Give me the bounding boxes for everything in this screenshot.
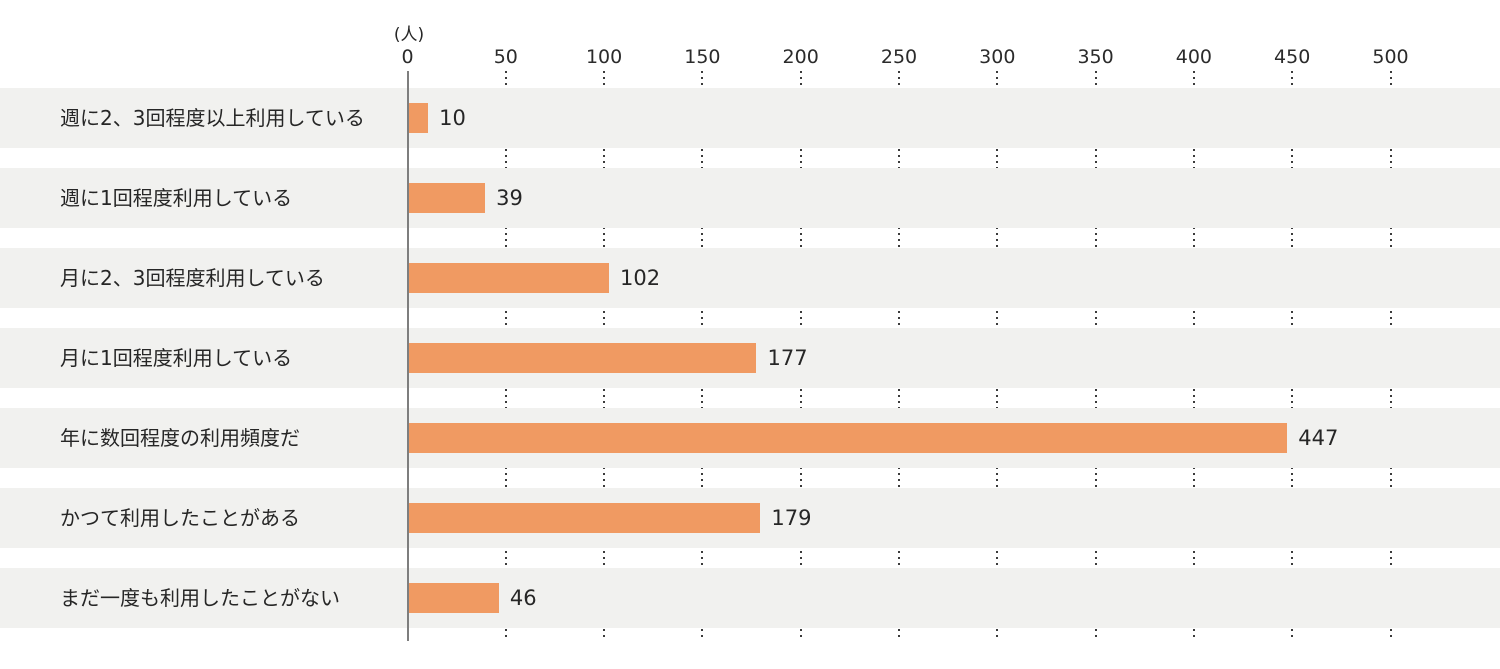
x-axis-unit-label: (人) <box>393 25 425 45</box>
value-label: 447 <box>1298 426 1339 450</box>
x-tick-label: 150 <box>684 46 721 68</box>
x-tick-label: 250 <box>880 46 918 68</box>
category-label: 年に数回程度の利用頻度だ <box>60 426 300 450</box>
row-band: 週に2、3回程度以上利用している 10 <box>0 88 1500 148</box>
x-tick-label: 300 <box>979 46 1016 68</box>
bar <box>408 183 486 213</box>
category-label: 週に2、3回程度以上利用している <box>60 106 365 130</box>
x-tick-label: 500 <box>1372 46 1409 68</box>
row-band: 年に数回程度の利用頻度だ 447 <box>0 408 1500 468</box>
bar <box>408 263 610 293</box>
x-tick-label: 400 <box>1175 46 1213 68</box>
x-tick-label: 450 <box>1274 46 1311 68</box>
category-label: 週に1回程度利用している <box>60 186 293 210</box>
value-label: 46 <box>509 586 537 610</box>
bar <box>408 103 429 133</box>
value-label: 10 <box>439 106 466 130</box>
x-tick-label: 200 <box>782 46 819 68</box>
row-band: かつて利用したことがある 179 <box>0 488 1500 548</box>
row-band: 月に1回程度利用している 177 <box>0 328 1500 388</box>
bar <box>408 503 761 533</box>
value-label: 102 <box>620 266 661 290</box>
row-band: まだ一度も利用したことがない 46 <box>0 568 1500 628</box>
category-label: まだ一度も利用したことがない <box>60 586 340 610</box>
bar <box>408 583 499 613</box>
row-band: 週に1回程度利用している 39 <box>0 168 1500 228</box>
x-tick-label: 0 <box>401 46 414 68</box>
x-tick-label: 100 <box>585 46 623 68</box>
value-label: 179 <box>771 506 812 530</box>
value-label: 39 <box>496 186 523 210</box>
category-label: 月に2、3回程度利用している <box>60 266 325 290</box>
x-tick-label: 350 <box>1077 46 1114 68</box>
category-label: かつて利用したことがある <box>60 506 300 530</box>
zero-axis-line <box>406 71 409 641</box>
bar <box>408 343 757 373</box>
value-label: 177 <box>767 346 808 370</box>
category-label: 月に1回程度利用している <box>60 346 293 370</box>
row-band: 月に2、3回程度利用している 102 <box>0 248 1500 308</box>
bar <box>408 423 1288 453</box>
x-tick-label: 50 <box>493 46 518 68</box>
